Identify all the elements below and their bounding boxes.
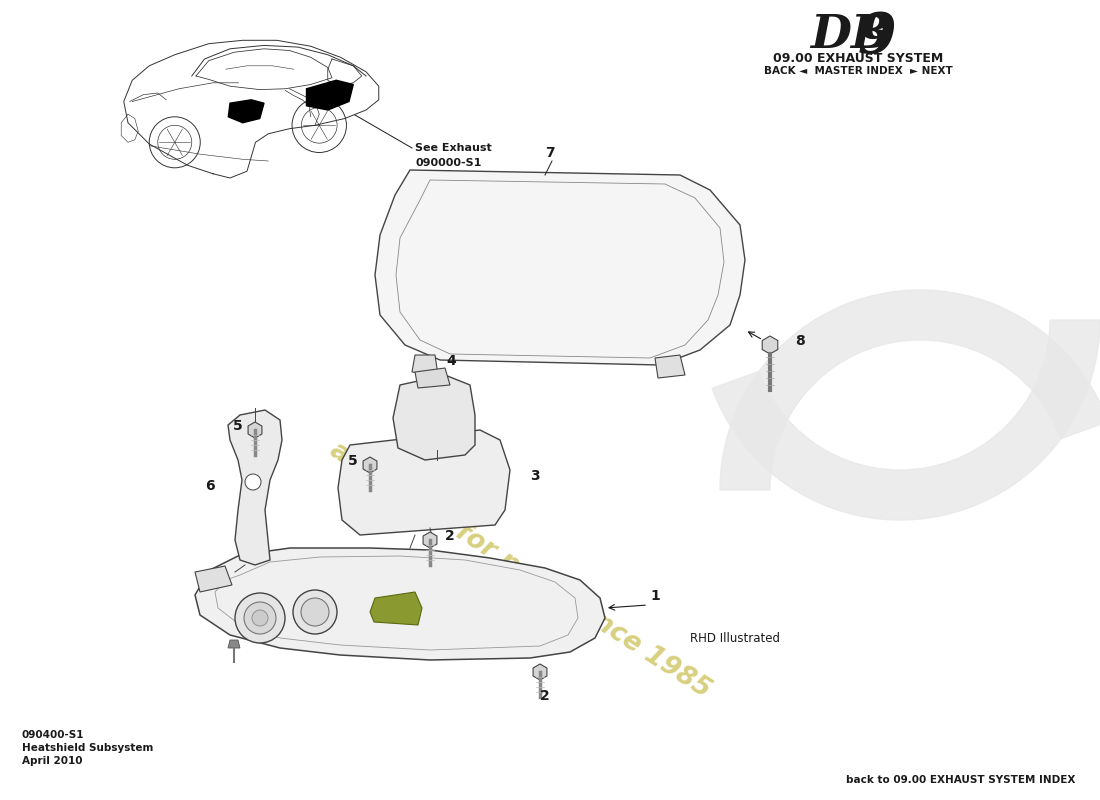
Polygon shape — [412, 355, 438, 375]
Polygon shape — [195, 548, 605, 660]
Text: Heatshield Subsystem: Heatshield Subsystem — [22, 743, 153, 753]
Polygon shape — [229, 100, 264, 122]
Polygon shape — [534, 664, 547, 680]
Text: April 2010: April 2010 — [22, 756, 82, 766]
Polygon shape — [338, 430, 510, 535]
Text: RHD Illustrated: RHD Illustrated — [690, 631, 780, 645]
Polygon shape — [375, 170, 745, 365]
Polygon shape — [228, 640, 240, 648]
Polygon shape — [228, 410, 282, 565]
Text: 2: 2 — [446, 529, 454, 543]
Circle shape — [301, 598, 329, 626]
Text: DB: DB — [810, 12, 891, 58]
Text: 4: 4 — [446, 354, 455, 368]
Circle shape — [252, 610, 268, 626]
Circle shape — [244, 602, 276, 634]
Polygon shape — [363, 457, 377, 473]
Circle shape — [245, 474, 261, 490]
Text: 090400-S1: 090400-S1 — [22, 730, 85, 740]
Polygon shape — [415, 368, 450, 388]
Polygon shape — [424, 532, 437, 548]
Circle shape — [293, 590, 337, 634]
Text: 9: 9 — [858, 10, 896, 65]
Text: 09.00 EXHAUST SYSTEM: 09.00 EXHAUST SYSTEM — [773, 52, 943, 65]
Text: 8: 8 — [795, 334, 805, 348]
Wedge shape — [712, 320, 1100, 520]
Text: 3: 3 — [530, 469, 540, 483]
Text: 5: 5 — [348, 454, 358, 468]
Text: 1: 1 — [650, 589, 660, 603]
Text: 6: 6 — [205, 479, 214, 493]
Text: 7: 7 — [544, 146, 554, 160]
Text: 090000-S1: 090000-S1 — [415, 158, 482, 168]
Polygon shape — [654, 355, 685, 378]
Wedge shape — [720, 290, 1100, 490]
Polygon shape — [307, 80, 353, 110]
Text: 2: 2 — [540, 689, 550, 703]
Text: back to 09.00 EXHAUST SYSTEM INDEX: back to 09.00 EXHAUST SYSTEM INDEX — [846, 775, 1075, 785]
Polygon shape — [370, 592, 422, 625]
Polygon shape — [195, 566, 232, 592]
Text: a passion for parts since 1985: a passion for parts since 1985 — [324, 437, 715, 703]
Polygon shape — [762, 336, 778, 354]
Polygon shape — [249, 422, 262, 438]
Text: BACK ◄  MASTER INDEX  ► NEXT: BACK ◄ MASTER INDEX ► NEXT — [763, 66, 953, 76]
Text: See Exhaust: See Exhaust — [415, 143, 492, 153]
Text: 5: 5 — [233, 419, 243, 433]
Polygon shape — [393, 375, 475, 460]
Circle shape — [235, 593, 285, 643]
